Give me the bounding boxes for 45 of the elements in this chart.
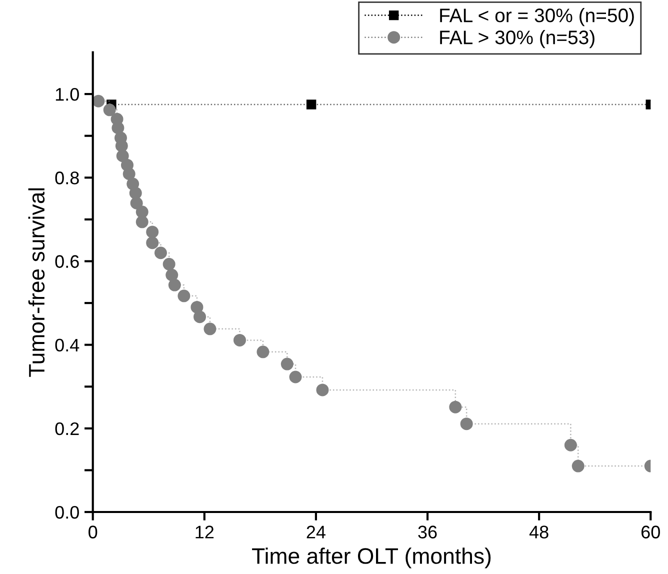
- point: [256, 346, 270, 358]
- point: [460, 418, 473, 430]
- x-axis-title: Time after OLT (months): [252, 548, 491, 568]
- point: [166, 268, 178, 282]
- y-tick-label: 0.2: [55, 422, 79, 436]
- y-tick-label: 0.6: [55, 255, 79, 268]
- y-tick-label: 1.0: [56, 88, 79, 101]
- x-tick-label: 48: [529, 526, 548, 538]
- point: [168, 278, 181, 292]
- point: [449, 400, 462, 414]
- point: [204, 322, 216, 336]
- point: [316, 384, 329, 396]
- legend-label: FAL > 30% (n=53): [440, 30, 594, 48]
- point: [122, 168, 136, 180]
- point: [280, 358, 294, 370]
- x-tick-label: 12: [196, 526, 214, 538]
- x-tick-label: 0: [88, 526, 98, 538]
- point: [306, 100, 316, 110]
- point: [572, 460, 584, 472]
- point: [136, 216, 148, 228]
- x-tick-label: 60: [642, 526, 660, 538]
- x-tick-label: 24: [306, 526, 326, 538]
- point: [129, 186, 142, 200]
- point: [146, 226, 159, 238]
- point: [194, 310, 206, 324]
- point: [162, 258, 176, 270]
- point: [136, 206, 148, 218]
- point: [564, 438, 577, 452]
- point: [154, 246, 167, 260]
- y-tick-label: 0.4: [55, 338, 80, 352]
- legend-label: FAL < or = 30% (n=50): [440, 8, 634, 26]
- point: [116, 150, 129, 162]
- x-tick-label: 36: [418, 526, 437, 538]
- point: [233, 334, 246, 346]
- point: [92, 94, 105, 108]
- point: [103, 104, 116, 116]
- point: [146, 236, 159, 250]
- point: [112, 122, 124, 134]
- point: [130, 196, 143, 210]
- y-tick-label: 0.8: [55, 172, 79, 184]
- y-axis-title: Tumor-free survival: [28, 188, 45, 377]
- point: [289, 370, 302, 384]
- y-tick-label: 0.0: [55, 506, 79, 519]
- point: [190, 300, 204, 314]
- point: [178, 290, 190, 302]
